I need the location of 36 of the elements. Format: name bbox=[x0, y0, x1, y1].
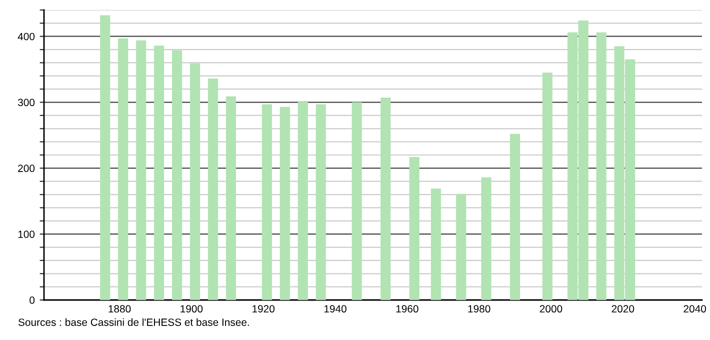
x-tick-label: 1940 bbox=[324, 305, 346, 313]
bar bbox=[118, 38, 128, 300]
bar bbox=[380, 98, 391, 300]
bar bbox=[136, 40, 146, 300]
y-tick-label: 200 bbox=[18, 164, 35, 172]
x-tick-label: 1960 bbox=[396, 305, 418, 313]
bar bbox=[352, 102, 362, 300]
bar bbox=[280, 106, 290, 300]
y-tick-label: 400 bbox=[18, 32, 35, 40]
bar bbox=[430, 188, 441, 300]
x-tick-label: 2040 bbox=[684, 305, 706, 313]
y-tick-label: 300 bbox=[18, 98, 35, 106]
bar bbox=[226, 96, 236, 300]
bar bbox=[190, 63, 200, 300]
bar bbox=[542, 72, 552, 300]
bar bbox=[409, 156, 420, 300]
bar bbox=[208, 78, 218, 300]
bar bbox=[596, 32, 606, 300]
y-tick-label: 0 bbox=[30, 296, 35, 304]
y-tick-label: 100 bbox=[18, 230, 35, 238]
source-note: Sources : base Cassini de l'EHESS et base Insee. bbox=[18, 318, 249, 326]
bar bbox=[456, 194, 466, 300]
x-tick-label: 1980 bbox=[468, 305, 490, 313]
bar bbox=[481, 177, 492, 300]
x-tick-label: 1920 bbox=[252, 305, 275, 313]
bar bbox=[172, 50, 182, 300]
bar bbox=[316, 104, 326, 300]
bar bbox=[154, 46, 164, 300]
x-tick-label: 1900 bbox=[180, 305, 203, 313]
bar bbox=[298, 100, 308, 300]
x-tick-label: 1880 bbox=[108, 305, 131, 313]
bar bbox=[100, 15, 110, 300]
bar bbox=[262, 104, 272, 300]
bar bbox=[510, 134, 520, 300]
x-tick-label: 2000 bbox=[540, 305, 562, 313]
x-tick-label: 2020 bbox=[612, 305, 634, 313]
